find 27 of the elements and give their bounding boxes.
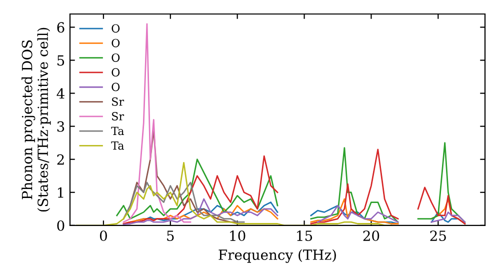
y-tick-label: 4 <box>56 88 64 99</box>
legend-label: Ta <box>111 141 124 150</box>
x-tick-label: 0 <box>100 230 107 242</box>
legend-label: O <box>112 68 120 77</box>
legend-label: Sr <box>112 112 124 120</box>
x-tick-label: 20 <box>363 230 380 242</box>
legend-label: O <box>112 82 120 92</box>
legend-label: O <box>112 53 120 62</box>
line-series <box>122 182 245 223</box>
legend-label: O <box>112 38 120 48</box>
line-series <box>76 162 392 226</box>
y-tick-label: 5 <box>57 55 64 66</box>
y-tick-label: 0 <box>57 220 64 231</box>
y-tick-label: 2 <box>57 154 64 165</box>
legend-label: Ta <box>111 126 124 136</box>
x-tick-label: 10 <box>230 230 246 242</box>
x-tick-label: 25 <box>430 230 446 242</box>
line-series <box>122 23 192 223</box>
y-tick-label: 1 <box>58 187 64 198</box>
y-tick-label: 3 <box>57 121 64 132</box>
legend-label: O <box>112 24 120 33</box>
y-axis-title: Phonon projected DOS (States/THz·primitive cell) <box>22 28 51 212</box>
x-tick-label: 15 <box>297 230 312 242</box>
x-tick-label: 5 <box>167 230 174 242</box>
x-axis-title: Frequency (THz) <box>218 249 336 263</box>
legend-label: Sr <box>112 97 124 106</box>
y-tick-label: 6 <box>57 22 64 33</box>
